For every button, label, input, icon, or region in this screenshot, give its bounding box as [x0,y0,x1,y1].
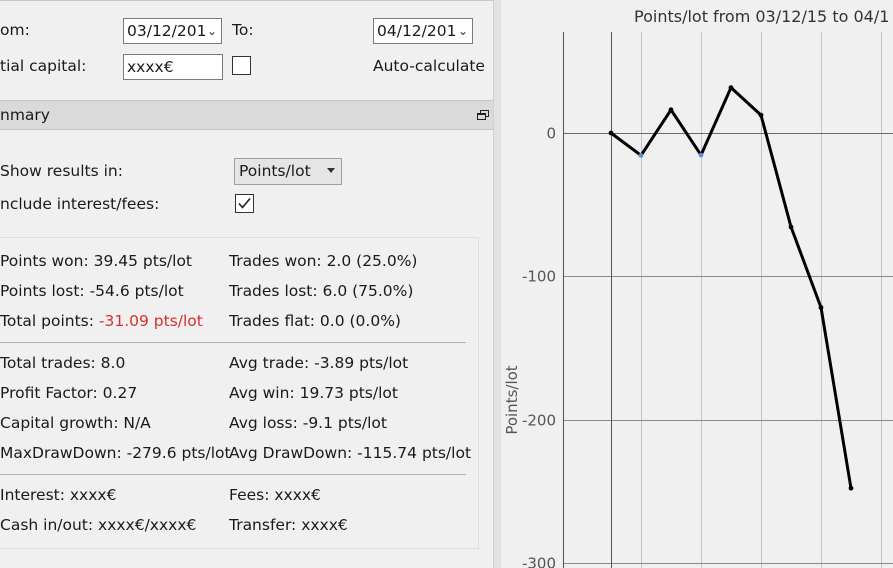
backtest-panel: om: 03/12/201 ⌄ To: 04/12/201 ⌄ tial cap… [0,0,493,549]
data-point [728,85,734,90]
series-line [610,86,853,489]
points-chart: 0 -100 -200 -300 Points/lot [503,32,893,568]
to-date-value: 04/12/201 [377,22,457,40]
trades-won: Trades won: 2.0 (25.0%) [229,252,418,270]
separator [0,474,466,475]
transfer: Transfer: xxxx€ [229,516,348,534]
summary-header[interactable]: nmary [0,100,493,130]
show-results-dropdown[interactable]: Points/lot [234,158,342,185]
to-label: To: [232,21,254,39]
data-point [668,107,674,113]
avg-trade: Avg trade: -3.89 pts/lot [229,354,409,372]
auto-calculate-checkbox[interactable] [232,56,251,75]
auto-calculate-label: Auto-calculate [373,57,485,75]
initial-capital-value: xxxx€ [127,58,174,76]
chevron-down-icon[interactable]: ⌄ [457,24,468,38]
restore-icon[interactable] [477,110,489,121]
max-drawdown: MaxDrawDown: -279.6 pts/lot [0,444,231,462]
data-point [788,224,794,230]
splitter-handle[interactable] [493,0,501,568]
data-point [608,130,614,136]
trades-lost: Trades lost: 6.0 (75.0%) [229,282,414,300]
summary-title: nmary [0,106,50,124]
show-results-label: Show results in: [0,162,123,180]
y-tick-label: -200 [522,412,556,430]
include-fees-checkbox[interactable] [235,194,254,213]
avg-loss: Avg loss: -9.1 pts/lot [229,414,387,432]
y-tick-label: -100 [522,268,556,286]
checkmark-icon [238,197,251,209]
total-points-label: Total points: [0,312,99,330]
cash-in-out: Cash in/out: xxxx€/xxxx€ [0,516,197,534]
show-results-value: Points/lot [239,162,311,180]
data-point [758,112,764,118]
y-tick-label: 0 [546,125,556,143]
total-points-value: -31.09 pts/lot [98,312,203,330]
from-date-picker[interactable]: 03/12/201 ⌄ [123,18,222,44]
capital-growth: Capital growth: N/A [0,414,151,432]
profit-factor: Profit Factor: 0.27 [0,384,138,402]
data-point [818,305,824,310]
trades-flat: Trades flat: 0.0 (0.0%) [229,312,401,330]
include-fees-label: nclude interest/fees: [0,195,160,213]
from-date-value: 03/12/201 [127,22,207,40]
chart-title: Points/lot from 03/12/15 to 04/1 [634,7,890,26]
top-border [0,0,493,1]
points-won: Points won: 39.45 pts/lot [0,252,193,270]
y-tick-label: -300 [522,555,556,568]
results-panel [0,237,479,549]
points-lost: Points lost: -54.6 pts/lot [0,282,184,300]
initial-capital-input[interactable]: xxxx€ [123,54,223,80]
fees: Fees: xxxx€ [229,486,321,504]
chevron-down-icon[interactable]: ⌄ [206,24,217,38]
to-date-picker[interactable]: 04/12/201 ⌄ [373,18,473,44]
data-point [638,153,644,158]
from-label: om: [0,21,30,39]
interest: Interest: xxxx€ [0,486,117,504]
separator [0,342,466,343]
avg-drawdown: Avg DrawDown: -115.74 pts/lot [229,444,472,462]
initial-capital-label: tial capital: [0,57,87,75]
dropdown-arrow-icon [327,168,335,173]
total-trades: Total trades: 8.0 [0,354,126,372]
data-point [698,152,704,158]
avg-win: Avg win: 19.73 pts/lot [229,384,398,402]
data-point [848,485,854,491]
y-axis-label: Points/lot [503,365,521,434]
total-points: Total points: -31.09 pts/lot [0,312,203,330]
chart-panel: Points/lot from 03/12/15 to 04/1 0 -100 -2… [501,0,893,568]
